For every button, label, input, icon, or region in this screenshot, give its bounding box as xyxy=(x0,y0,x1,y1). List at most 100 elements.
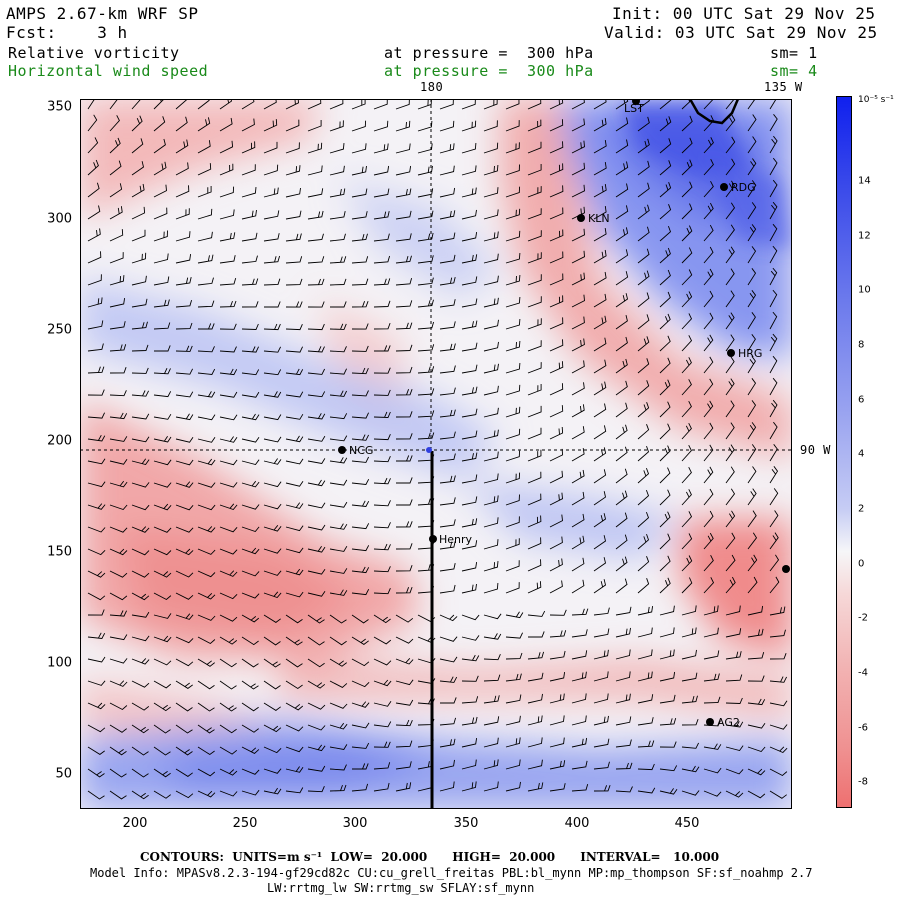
wind-barb xyxy=(153,207,168,220)
wind-barb xyxy=(285,278,303,286)
coastline xyxy=(688,99,740,125)
wind-barb xyxy=(373,762,391,770)
wind-barb xyxy=(109,390,127,397)
station-KLN[interactable]: KLN xyxy=(577,212,610,225)
wind-barb xyxy=(175,254,192,264)
wind-barb xyxy=(396,477,413,484)
wind-barb xyxy=(483,142,499,154)
wind-barb xyxy=(439,431,456,440)
wind-barb xyxy=(417,165,433,176)
wind-barb xyxy=(285,391,304,398)
wind-barb xyxy=(615,271,629,286)
wind-barb xyxy=(329,784,347,792)
wind-barb xyxy=(175,570,194,578)
wind-barb xyxy=(461,364,478,374)
wind-barb xyxy=(263,391,282,398)
wind-barb xyxy=(527,384,542,396)
wind-barb xyxy=(373,614,391,624)
station-AG2[interactable]: AG2 xyxy=(706,716,740,729)
wind-barb xyxy=(219,436,238,443)
wind-barb xyxy=(505,759,521,770)
wind-barb xyxy=(109,768,127,778)
wind-barb xyxy=(659,182,672,198)
wind-barb xyxy=(681,357,692,374)
wind-barb xyxy=(461,209,477,220)
wind-barb xyxy=(725,334,735,352)
wind-barb xyxy=(153,161,167,176)
station-RDG[interactable]: RDG xyxy=(720,181,756,194)
contours-info: CONTOURS: UNITS=m s⁻¹ LOW= 20.000 HIGH= … xyxy=(140,850,720,864)
wind-barb xyxy=(637,649,653,660)
wind-barb xyxy=(175,368,194,375)
wind-barb xyxy=(505,516,520,528)
wind-barb xyxy=(329,568,348,574)
wind-barb xyxy=(725,721,744,728)
wind-barb xyxy=(725,202,736,220)
wind-barb xyxy=(483,120,498,132)
wind-barb xyxy=(593,206,607,220)
wind-barb xyxy=(351,456,370,463)
wind-barb xyxy=(153,138,166,154)
wind-barb xyxy=(285,636,303,646)
wind-barb xyxy=(131,548,150,556)
wind-barb xyxy=(285,766,304,773)
wind-barb xyxy=(329,722,348,730)
wind-barb xyxy=(461,232,478,242)
wind-barb xyxy=(263,787,282,795)
wind-barb xyxy=(109,160,122,176)
svg-text:NCG: NCG xyxy=(349,444,373,457)
wind-barb xyxy=(219,209,235,220)
wind-barb xyxy=(527,164,542,176)
wind-barb xyxy=(769,223,778,242)
station-unnamed[interactable] xyxy=(782,565,790,573)
wind-barb xyxy=(285,413,304,420)
wind-barb xyxy=(241,746,260,754)
wind-barb xyxy=(571,99,585,110)
wind-barb xyxy=(87,182,100,198)
wind-barb xyxy=(571,382,585,396)
wind-barb xyxy=(153,658,172,666)
station-LST[interactable]: LST xyxy=(624,99,644,115)
wind-barb xyxy=(285,346,304,353)
colorbar-tick: 8 xyxy=(858,339,865,351)
wind-barb xyxy=(769,399,778,418)
wind-barb xyxy=(87,434,106,442)
wind-barb xyxy=(725,136,736,154)
station-HRG[interactable]: HRG xyxy=(727,347,762,360)
wind-barb xyxy=(153,503,172,511)
wind-barb xyxy=(461,716,478,726)
wind-barb xyxy=(263,724,282,733)
wind-barb xyxy=(307,744,326,752)
wind-barb xyxy=(549,229,564,242)
wind-barb xyxy=(153,526,172,533)
wind-barb xyxy=(747,422,757,440)
wind-barb xyxy=(373,188,390,198)
wind-barb xyxy=(549,185,564,198)
wind-barb xyxy=(527,471,542,484)
wind-barb xyxy=(285,746,304,753)
wind-barb xyxy=(461,99,476,110)
wind-barb xyxy=(725,510,736,528)
model-info-physics: LW:rrtmg_lw SW:rrtmg_sw SFLAY:sf_mynn xyxy=(267,881,535,895)
wind-barb xyxy=(329,143,345,154)
wind-barb xyxy=(461,583,477,594)
wind-barb xyxy=(527,651,545,660)
station-NCG[interactable]: NCG xyxy=(338,444,373,457)
wind-barb xyxy=(615,578,628,594)
station-Henry[interactable]: Henry xyxy=(429,533,473,546)
wind-barb xyxy=(219,163,234,176)
wind-barb xyxy=(615,716,632,726)
wind-barb xyxy=(615,468,628,484)
wind-barb xyxy=(219,790,238,797)
wind-barb xyxy=(593,293,607,308)
wind-barb xyxy=(153,482,172,488)
wind-barb xyxy=(351,278,369,286)
wind-barb xyxy=(285,324,303,331)
wind-barb xyxy=(615,293,629,308)
wind-barb xyxy=(439,541,456,550)
wind-barb xyxy=(461,696,479,704)
wind-barb xyxy=(725,290,735,308)
wind-barb xyxy=(527,186,542,198)
wind-barb xyxy=(153,253,169,264)
wind-barb xyxy=(637,182,650,198)
